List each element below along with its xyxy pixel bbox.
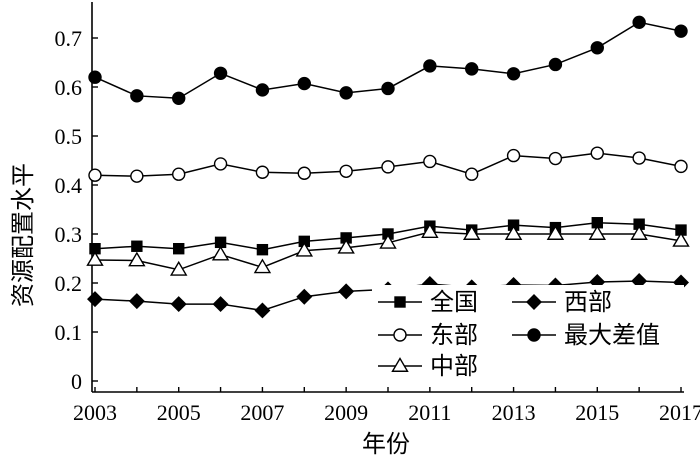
x-axis-title: 年份	[362, 430, 410, 458]
data-point	[88, 168, 102, 182]
data-point	[255, 165, 270, 179]
data-point	[674, 24, 688, 38]
x-tick-label: 2013	[492, 400, 536, 425]
data-point	[506, 148, 521, 163]
data-point	[590, 146, 604, 160]
legend-marker	[393, 328, 407, 342]
legend-marker	[394, 296, 406, 308]
data-point	[88, 70, 102, 84]
data-point	[506, 67, 521, 81]
data-point	[590, 41, 604, 55]
data-point	[465, 167, 479, 181]
data-point	[632, 151, 646, 165]
data-point	[465, 62, 479, 76]
legend-item: 西部	[512, 288, 612, 316]
data-point	[213, 66, 228, 80]
legend-marker	[527, 328, 541, 342]
legend-item: 东部	[378, 321, 478, 349]
y-tick-label: 0.3	[55, 222, 83, 247]
data-point	[253, 258, 272, 274]
x-tick-label: 2015	[575, 400, 619, 425]
data-point	[297, 76, 311, 91]
data-point	[423, 154, 437, 169]
y-tick-label: 0.1	[55, 320, 83, 345]
data-point	[87, 291, 103, 308]
data-point	[172, 167, 186, 181]
x-tick-label: 2005	[157, 400, 201, 425]
data-point	[131, 240, 143, 252]
legend-item: 最大差值	[512, 321, 660, 349]
data-point	[255, 83, 270, 97]
y-tick-label: 0.6	[55, 75, 83, 100]
series-1	[88, 146, 688, 183]
series-2	[86, 223, 690, 276]
data-point	[173, 242, 185, 255]
x-tick-label: 2007	[240, 400, 284, 425]
x-tick-label: 2011	[408, 400, 451, 425]
legend-label: 西部	[564, 288, 612, 316]
legend-label: 东部	[430, 321, 478, 349]
data-point	[170, 296, 187, 313]
data-point	[674, 159, 688, 174]
legend-marker	[391, 357, 409, 372]
data-point	[86, 251, 104, 266]
data-point	[337, 238, 355, 254]
legend-item: 中部	[378, 352, 478, 380]
data-point	[295, 241, 314, 257]
legend-label: 最大差值	[564, 321, 660, 349]
data-point	[130, 89, 144, 103]
data-point	[339, 86, 353, 100]
data-point	[421, 223, 439, 238]
chart-axes: 0 0.1 0.2 0.3 0.4 0.5 0.6 0.7 2003 2005 2007 2009 20…	[55, 2, 700, 425]
data-point	[548, 151, 563, 166]
data-point	[128, 293, 145, 310]
data-point	[504, 225, 523, 240]
data-point	[256, 243, 269, 256]
data-point	[462, 225, 481, 240]
data-point	[339, 164, 353, 178]
data-point	[211, 245, 230, 261]
data-point	[296, 288, 313, 305]
y-tick-label: 0.4	[55, 173, 83, 198]
y-tick-label: 0.7	[55, 26, 83, 51]
data-point	[381, 81, 395, 96]
data-point	[423, 59, 437, 73]
data-point	[546, 225, 565, 240]
series-layer	[86, 15, 690, 319]
y-tick-label: 0.5	[55, 124, 83, 149]
data-point	[130, 169, 144, 183]
x-tick-label: 2017	[659, 400, 700, 425]
data-point	[338, 283, 355, 300]
data-point	[632, 15, 646, 30]
data-point	[588, 225, 607, 240]
y-tick-label: 0.2	[55, 271, 83, 296]
data-point	[548, 57, 563, 72]
data-point	[381, 160, 395, 174]
data-point	[630, 225, 648, 240]
data-point	[297, 166, 311, 180]
data-point	[212, 296, 229, 313]
x-tick-label: 2003	[73, 400, 117, 425]
legend-label: 全国	[430, 288, 478, 316]
y-axis-title: 资源配置水平	[9, 163, 37, 307]
data-point	[213, 157, 228, 171]
y-tick-label: 0	[71, 369, 82, 394]
series-4	[88, 15, 688, 105]
x-tick-label: 2009	[324, 400, 368, 425]
data-point	[379, 233, 397, 249]
data-point	[169, 260, 188, 276]
legend-label: 中部	[430, 352, 478, 380]
data-point	[672, 231, 690, 247]
data-point	[254, 302, 271, 319]
legend-marker	[526, 294, 542, 310]
data-point	[128, 251, 146, 267]
data-point	[172, 91, 186, 105]
legend-item: 全国	[378, 288, 478, 316]
